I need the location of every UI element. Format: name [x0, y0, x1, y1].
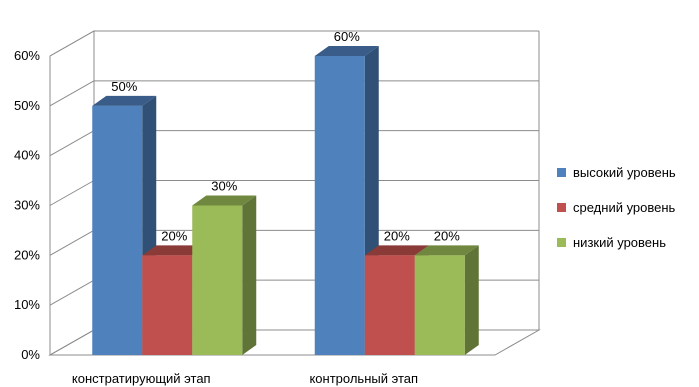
bar [364, 255, 415, 355]
x-category-label: контрольный этап [309, 371, 418, 386]
bar [192, 205, 243, 355]
data-label: 60% [334, 29, 360, 44]
bar-top [192, 195, 257, 206]
bar [142, 255, 193, 355]
bar-side [242, 195, 257, 355]
bar-top [142, 245, 207, 256]
data-label: 20% [434, 228, 460, 243]
y-tick-label: 20% [14, 247, 40, 262]
gridline-side [49, 279, 95, 306]
y-tick-label: 10% [14, 297, 40, 312]
gridline-side [49, 30, 95, 57]
y-tick-label: 40% [14, 148, 40, 163]
bar-top [314, 46, 379, 56]
legend-swatch [557, 168, 566, 177]
bar-top [364, 245, 429, 256]
bar-top [92, 95, 157, 106]
bar [414, 255, 465, 355]
y-tick-label: 30% [14, 198, 40, 213]
bar-side [464, 245, 479, 355]
data-label: 20% [161, 228, 187, 243]
gridline-side [49, 130, 95, 157]
data-label: 20% [384, 228, 410, 243]
gridline-side [49, 180, 95, 206]
gridline-side [49, 229, 95, 256]
data-label: 30% [211, 179, 237, 194]
y-tick-label: 0% [21, 347, 40, 362]
legend-label: высокий уровень [573, 165, 676, 180]
bar-top [414, 245, 479, 256]
y-tick-label: 50% [14, 98, 40, 113]
bar [92, 105, 143, 355]
legend-label: низкий уровень [573, 235, 666, 250]
y-tick-label: 60% [14, 48, 40, 63]
gridline-side [49, 80, 95, 107]
bar [314, 56, 365, 355]
x-category-label: констратирующий этап [72, 371, 211, 386]
legend-swatch [557, 238, 566, 247]
legend-label: средний уровень [573, 200, 676, 215]
legend-swatch [557, 203, 566, 212]
data-label: 50% [111, 79, 137, 94]
